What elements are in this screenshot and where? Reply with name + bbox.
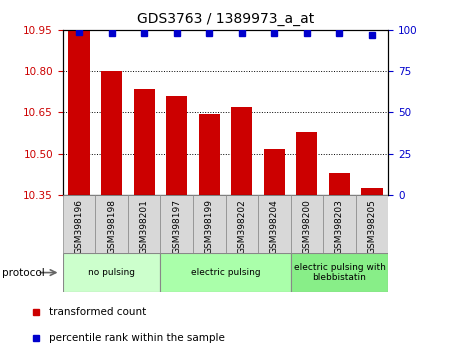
Text: GSM398200: GSM398200 [302,199,312,254]
Text: GSM398197: GSM398197 [172,199,181,255]
Title: GDS3763 / 1389973_a_at: GDS3763 / 1389973_a_at [137,12,314,26]
Text: GSM398204: GSM398204 [270,199,279,254]
Bar [63,195,95,253]
Bar [95,195,128,253]
Bar [291,195,323,253]
Bar [166,96,187,195]
Bar [361,188,383,195]
Bar [160,253,291,292]
Bar [68,32,90,195]
Text: GSM398199: GSM398199 [205,199,214,255]
Text: GSM398202: GSM398202 [237,199,246,254]
Bar [296,132,318,195]
Bar [323,195,356,253]
Bar [231,107,252,195]
Text: electric pulsing: electric pulsing [191,268,260,277]
Bar [133,89,155,195]
Bar [329,173,350,195]
Text: transformed count: transformed count [49,307,147,318]
Bar [160,195,193,253]
Bar [356,195,388,253]
Bar [258,195,291,253]
Bar [264,149,285,195]
Text: GSM398198: GSM398198 [107,199,116,255]
Text: GSM398205: GSM398205 [367,199,377,254]
Bar [226,195,258,253]
Text: GSM398196: GSM398196 [74,199,84,255]
Bar [101,71,122,195]
Text: electric pulsing with
blebbistatin: electric pulsing with blebbistatin [293,263,385,282]
Bar [291,253,388,292]
Text: percentile rank within the sample: percentile rank within the sample [49,333,226,343]
Bar [193,195,226,253]
Bar [199,114,220,195]
Text: no pulsing: no pulsing [88,268,135,277]
Bar [63,253,160,292]
Text: GSM398201: GSM398201 [140,199,149,254]
Text: protocol: protocol [2,268,45,278]
Bar [128,195,160,253]
Text: GSM398203: GSM398203 [335,199,344,254]
